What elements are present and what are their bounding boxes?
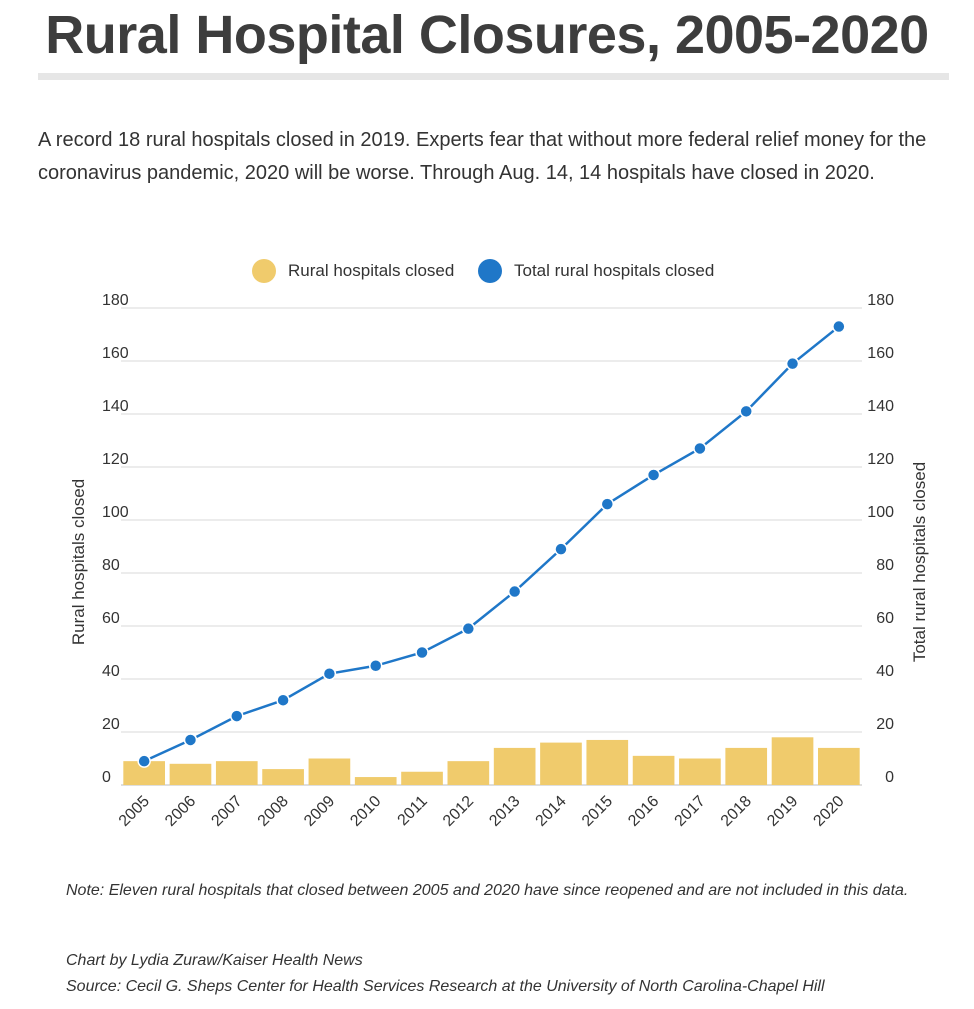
line-point-2007 <box>230 709 244 723</box>
total-closed-line <box>143 325 840 763</box>
line-point-2017 <box>693 441 707 456</box>
line-point-2009 <box>322 666 337 681</box>
bar-2015 <box>586 739 629 785</box>
x-tick-label: 2018 <box>718 793 755 830</box>
bar-2008 <box>262 769 304 785</box>
y2-tick-label: 140 <box>867 398 894 415</box>
y-tick-label: 20 <box>102 716 120 733</box>
line-point-2008 <box>276 693 290 707</box>
title-divider <box>38 73 949 80</box>
y2-tick-label: 60 <box>876 610 894 627</box>
chart-subtitle: A record 18 rural hospitals closed in 20… <box>38 129 927 184</box>
line-point-2015 <box>600 497 615 511</box>
legend-swatch-rural-hospitals-closed <box>252 259 276 283</box>
y-tick-label: 180 <box>102 292 129 309</box>
y2-tick-label: 160 <box>867 345 894 362</box>
line-point-2014 <box>554 542 568 556</box>
line-point-2016 <box>646 468 661 482</box>
bar-2006 <box>169 763 212 785</box>
bar-2016 <box>632 755 675 785</box>
line-point-2006 <box>183 733 198 747</box>
legend-label-rural-hospitals-closed: Rural hospitals closed <box>288 261 455 280</box>
y2-tick-label: 100 <box>867 504 894 521</box>
bar-series <box>123 737 860 785</box>
source-line: Source: Cecil G. Sheps Center for Health… <box>66 978 825 995</box>
line-point-2019 <box>785 356 800 371</box>
y-axis-label: Rural hospitals closed <box>69 479 88 645</box>
bar-2013 <box>493 747 536 785</box>
y-tick-label: 140 <box>102 398 129 415</box>
footnote: Note: Eleven rural hospitals that closed… <box>66 882 909 899</box>
bar-2012 <box>447 761 490 785</box>
x-tick-label: 2006 <box>162 793 199 830</box>
bar-2020 <box>818 747 860 785</box>
x-tick-label: 2020 <box>810 793 847 830</box>
legend-label-total-rural-hospitals-closed: Total rural hospitals closed <box>514 261 715 280</box>
bar-2014 <box>540 742 582 785</box>
line-point-2005 <box>137 754 151 768</box>
y-tick-label: 160 <box>102 345 129 362</box>
gridlines <box>121 307 862 786</box>
bar-2009 <box>308 758 351 785</box>
x-tick-label: 2016 <box>625 793 662 830</box>
y-tick-label: 60 <box>102 610 120 627</box>
y-tick-label: 0 <box>102 769 111 786</box>
bar-2007 <box>215 761 258 785</box>
y2-tick-label: 20 <box>876 716 894 733</box>
y2-tick-label: 0 <box>885 769 894 786</box>
y-tick-label: 100 <box>102 504 129 521</box>
y2-tick-label: 40 <box>876 663 894 680</box>
bar-2005 <box>123 761 165 785</box>
y2-tick-label: 80 <box>876 557 894 574</box>
chart-title: Rural Hospital Closures, 2005-2020 <box>45 5 929 65</box>
bar-2019 <box>771 737 814 785</box>
line-point-2012 <box>461 621 476 636</box>
x-tick-label: 2007 <box>208 793 245 830</box>
x-tick-label: 2009 <box>301 793 338 830</box>
bar-2011 <box>401 771 443 785</box>
y-tick-label: 80 <box>102 557 120 574</box>
line-point-2011 <box>415 645 429 660</box>
y2-axis-label: Total rural hospitals closed <box>910 462 929 662</box>
x-tick-label: 2012 <box>440 793 477 830</box>
line-series <box>137 319 846 768</box>
y-tick-label: 40 <box>102 663 120 680</box>
bar-2017 <box>679 758 721 785</box>
y-tick-label: 120 <box>102 451 129 468</box>
y2-tick-label: 180 <box>867 292 894 309</box>
line-point-2020 <box>832 319 846 334</box>
x-tick-label: 2005 <box>116 793 153 830</box>
x-tick-label: 2013 <box>486 793 523 830</box>
line-point-2010 <box>368 659 383 673</box>
credit-line: Chart by Lydia Zuraw/Kaiser Health News <box>66 952 363 969</box>
y2-tick-label: 120 <box>867 451 894 468</box>
line-point-2013 <box>507 584 522 599</box>
legend: Rural hospitals closed Total rural hospi… <box>0 258 974 286</box>
x-tick-label: 2014 <box>533 793 570 830</box>
x-tick-label: 2008 <box>255 793 292 830</box>
x-tick-label: 2015 <box>579 793 616 830</box>
legend-swatch-total-rural-hospitals-closed <box>478 259 502 283</box>
x-tick-label: 2011 <box>395 793 431 829</box>
x-tick-label: 2019 <box>764 793 801 830</box>
bar-2018 <box>725 747 768 785</box>
x-tick-label: 2010 <box>347 793 384 830</box>
line-point-2018 <box>739 404 753 419</box>
bar-2010 <box>354 777 397 785</box>
x-tick-label: 2017 <box>672 793 709 830</box>
